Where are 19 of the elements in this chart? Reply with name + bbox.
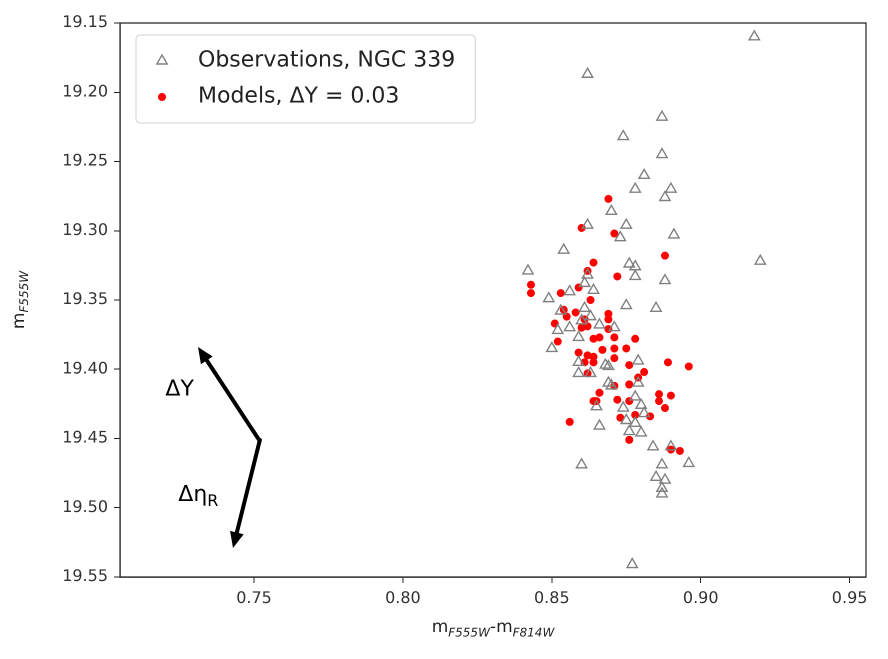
x-tick-label: 0.80 [385,588,421,607]
x-tick-label: 0.75 [236,588,272,607]
y-tick-label: 19.55 [62,566,108,586]
y-tick-label: 19.35 [62,289,108,308]
y-tick-label: 19.50 [62,496,108,516]
annotation: Δη$_{R}$ [178,481,218,510]
y-tick-label: 19.30 [62,220,108,239]
y-tick-label: 19.15 [62,12,108,32]
x-tick-label: 0.85 [534,588,570,607]
x-tick-label: 0.95 [832,588,868,607]
x-tick-label: 0.90 [682,588,719,607]
y-tick-label: 19.40 [62,358,108,378]
x-axis-title: m$_{F555W}$-m$_{F814W}$ [432,617,554,640]
y-tick-label: 19.25 [62,150,108,170]
y-tick-label: 19.45 [62,428,108,447]
annotation: ΔY [165,376,194,402]
legend-label: Observations, NGC 339 [198,48,456,73]
y-tick-label: 19.20 [62,81,108,100]
legend-label: Models, ΔY = 0.03 [198,84,400,109]
